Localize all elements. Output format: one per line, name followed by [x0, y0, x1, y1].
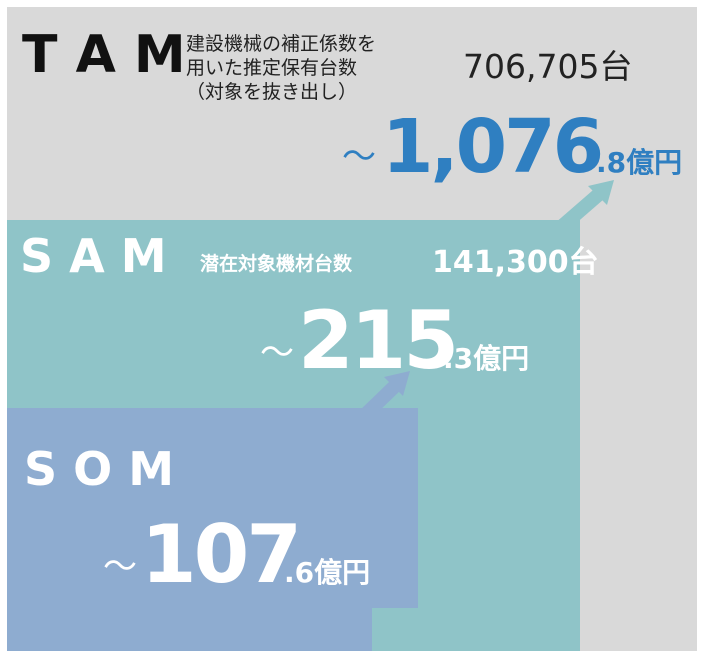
tam-amount-prefix: ～ [342, 137, 376, 177]
tam-description: 建設機械の補正係数を [186, 33, 376, 55]
som-to-sam-arrow [361, 371, 410, 420]
som-amount-prefix: ～ [103, 547, 137, 587]
arrow-head [588, 180, 614, 205]
sam-label: S A M [20, 229, 167, 283]
tam-amount-main: 1,076 [382, 104, 601, 190]
som-amount-main: 107 [141, 508, 299, 601]
som-box [7, 408, 418, 651]
arrow-shaft [555, 189, 603, 234]
tam-label: T A M [22, 25, 186, 85]
som-label: S O M [24, 442, 174, 496]
tam-description: （対象を抜き出し） [186, 81, 357, 103]
som-amount-suffix: .6億円 [284, 556, 370, 589]
sam-amount-main: 215 [298, 294, 456, 387]
tam-amount-suffix: .8億円 [596, 146, 682, 179]
arrow-head [384, 371, 410, 396]
sam-to-tam-arrow [555, 180, 614, 234]
arrow-shaft [361, 380, 400, 420]
sam-description: 潜在対象機材台数 [200, 252, 353, 275]
sam-amount-suffix: .3億円 [443, 342, 529, 375]
tam-count: 706,705台 [463, 47, 632, 86]
tam-description: 用いた推定保有台数 [186, 57, 357, 79]
sam-count: 141,300台 [432, 245, 599, 280]
sam-amount-prefix: ～ [260, 333, 294, 373]
